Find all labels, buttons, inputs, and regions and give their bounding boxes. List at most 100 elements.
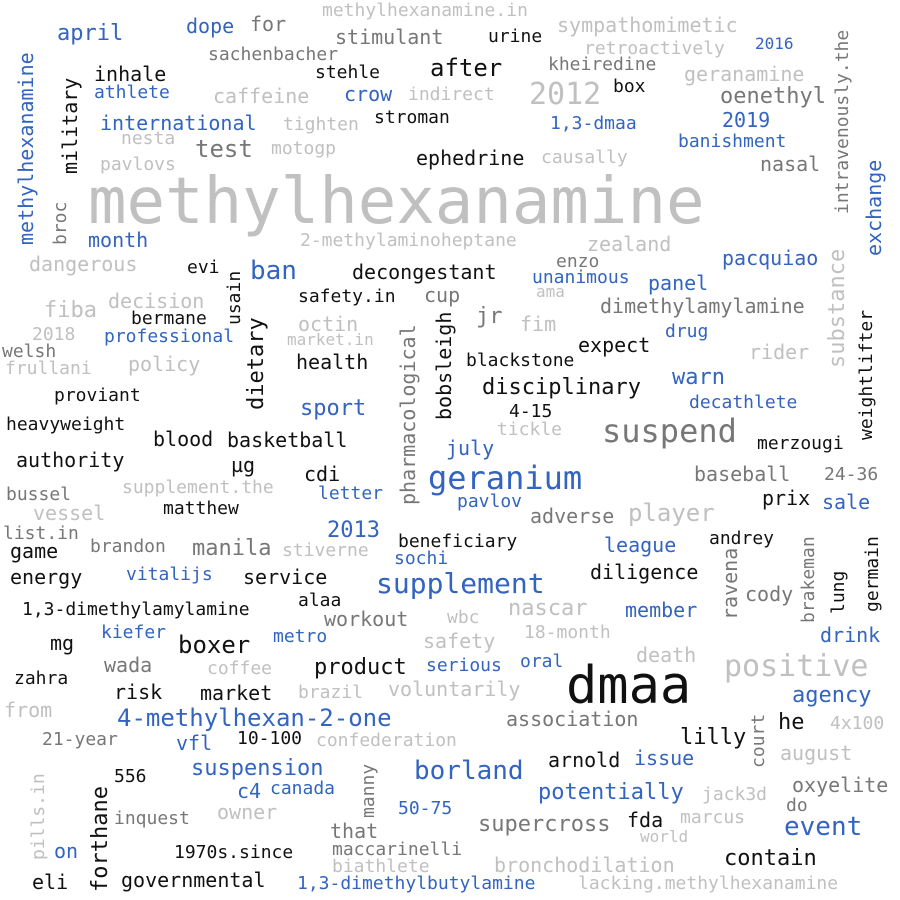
word-34-crow: crow (344, 82, 393, 106)
word-140-death: death (636, 643, 697, 667)
word-192-ravena-vertical: ravena (718, 547, 742, 620)
word-70-panel: panel (648, 271, 709, 295)
word-65-zealand: zealand (587, 232, 672, 256)
word-101-authority: authority (16, 448, 125, 472)
word-148-brazil: brazil (298, 682, 364, 703)
word-28-manila: manila (192, 536, 272, 561)
word-16-warn: warn (672, 365, 725, 390)
word-54-1-3-dmaa: 1,3-dmaa (550, 113, 637, 134)
word-102-g: µg (231, 453, 256, 477)
word-116-2013: 2013 (327, 518, 380, 543)
word-189-dietary-vertical: dietary (244, 317, 269, 410)
word-119-league: league (604, 533, 677, 557)
word-60-causally: causally (541, 147, 628, 168)
word-125-energy: energy (10, 565, 83, 589)
word-129-alaa: alaa (298, 590, 342, 611)
word-99-july: july (446, 436, 495, 460)
word-108-prix: prix (762, 486, 811, 510)
word-44-2016: 2016 (755, 34, 794, 53)
word-160-canada: canada (270, 778, 336, 799)
word-47-box: box (613, 76, 646, 97)
word-133-wbc: wbc (447, 607, 480, 628)
word-46-geranamine: geranamine (684, 62, 805, 86)
word-43-retroactively: retroactively (584, 38, 725, 59)
word-174-maccarinelli: maccarinelli (332, 839, 463, 860)
word-124-diligence: diligence (590, 560, 699, 584)
word-83-professional: professional (104, 326, 235, 347)
word-111-sale: sale (822, 490, 871, 514)
word-25-association: association (506, 707, 639, 731)
word-64-enzo: enzo (556, 251, 600, 272)
word-170-that: that (330, 819, 379, 843)
word-22-product: product (314, 655, 407, 680)
word-141-wada: wada (104, 653, 153, 677)
word-32-stimulant: stimulant (335, 25, 444, 49)
word-62-month: month (88, 228, 149, 252)
word-97-blood: blood (153, 427, 214, 451)
word-85-expect: expect (578, 333, 651, 357)
word-104-baseball: baseball (694, 462, 791, 486)
word-132-workout: workout (324, 607, 409, 631)
word-81-drug: drug (665, 321, 709, 342)
word-6-2012: 2012 (529, 77, 602, 112)
word-68-evi: evi (187, 257, 220, 278)
word-142-coffee: coffee (207, 658, 273, 679)
word-35-april: april (57, 21, 124, 46)
word-30-ephedrine: ephedrine (416, 146, 525, 170)
word-78-fim: fim (520, 312, 557, 336)
word-144-oral: oral (520, 651, 564, 672)
word-127-service: service (243, 565, 328, 589)
word-177-eli: eli (32, 870, 69, 894)
word-137-drink: drink (820, 623, 881, 647)
word-185-exchange-vertical: exchange (862, 159, 886, 256)
word-92-proviant: proviant (54, 385, 141, 406)
word-121-stiverne: stiverne (282, 540, 369, 561)
word-8-ban: ban (250, 256, 297, 286)
word-95-heavyweight: heavyweight (6, 414, 126, 435)
word-146-risk: risk (114, 680, 163, 704)
word-110-pavlov: pavlov (457, 491, 523, 512)
word-67-dangerous: dangerous (29, 252, 138, 276)
word-113-adverse: adverse (530, 504, 615, 528)
word-168-fda: fda (627, 808, 664, 832)
word-80-bermane: bermane (131, 308, 207, 329)
word-191-bobsleigh-vertical: bobsleigh (432, 311, 456, 420)
word-169-marcus: marcus (680, 807, 746, 828)
word-71-ama: ama (536, 282, 565, 301)
word-33-caffeine: caffeine (213, 84, 310, 108)
word-74-fiba: fiba (44, 298, 97, 323)
word-164-owner: owner (217, 800, 278, 824)
word-37-for: for (250, 12, 287, 36)
word-143-serious: serious (426, 655, 502, 676)
word-172-on: on (54, 839, 79, 863)
word-182-military-vertical: military (58, 77, 82, 174)
word-94-4-15: 4-15 (509, 401, 553, 422)
word-194-lung-vertical: lung (828, 570, 849, 614)
word-59-pavlovs: pavlovs (100, 154, 176, 175)
word-161-oxyelite: oxyelite (792, 773, 889, 797)
word-7-after: after (430, 54, 503, 82)
word-106-supplement-the: supplement.the (122, 477, 274, 498)
word-77-jr: jr (476, 304, 503, 329)
word-112-matthew: matthew (163, 498, 239, 519)
word-53-stroman: stroman (374, 107, 450, 128)
word-55-2019: 2019 (722, 108, 771, 132)
word-87-welsh: welsh (2, 341, 57, 362)
word-96-tickle: tickle (497, 419, 563, 440)
word-136-18-month: 18-month (524, 622, 611, 643)
word-184-intravenously-the-vertical: intravenously.the (832, 29, 853, 214)
word-165-do: do (786, 795, 808, 816)
word-38-inhale: inhale (94, 62, 167, 86)
word-1-dmaa: dmaa (566, 656, 692, 716)
word-11-boxer: boxer (178, 631, 251, 659)
word-131-member: member (625, 598, 698, 622)
word-173-1970s-since: 1970s.since (174, 842, 294, 863)
word-0-methylhexanamine: methylhexanamine (88, 165, 705, 239)
word-197-pills-in-vertical: pills.in (28, 773, 49, 860)
word-19-potentially: potentially (538, 780, 684, 805)
word-158-issue: issue (634, 746, 695, 770)
word-187-weightlifter-vertical: weightlifter (856, 309, 877, 440)
word-4-supplement: supplement (376, 567, 545, 600)
word-107-letter: letter (318, 483, 384, 504)
